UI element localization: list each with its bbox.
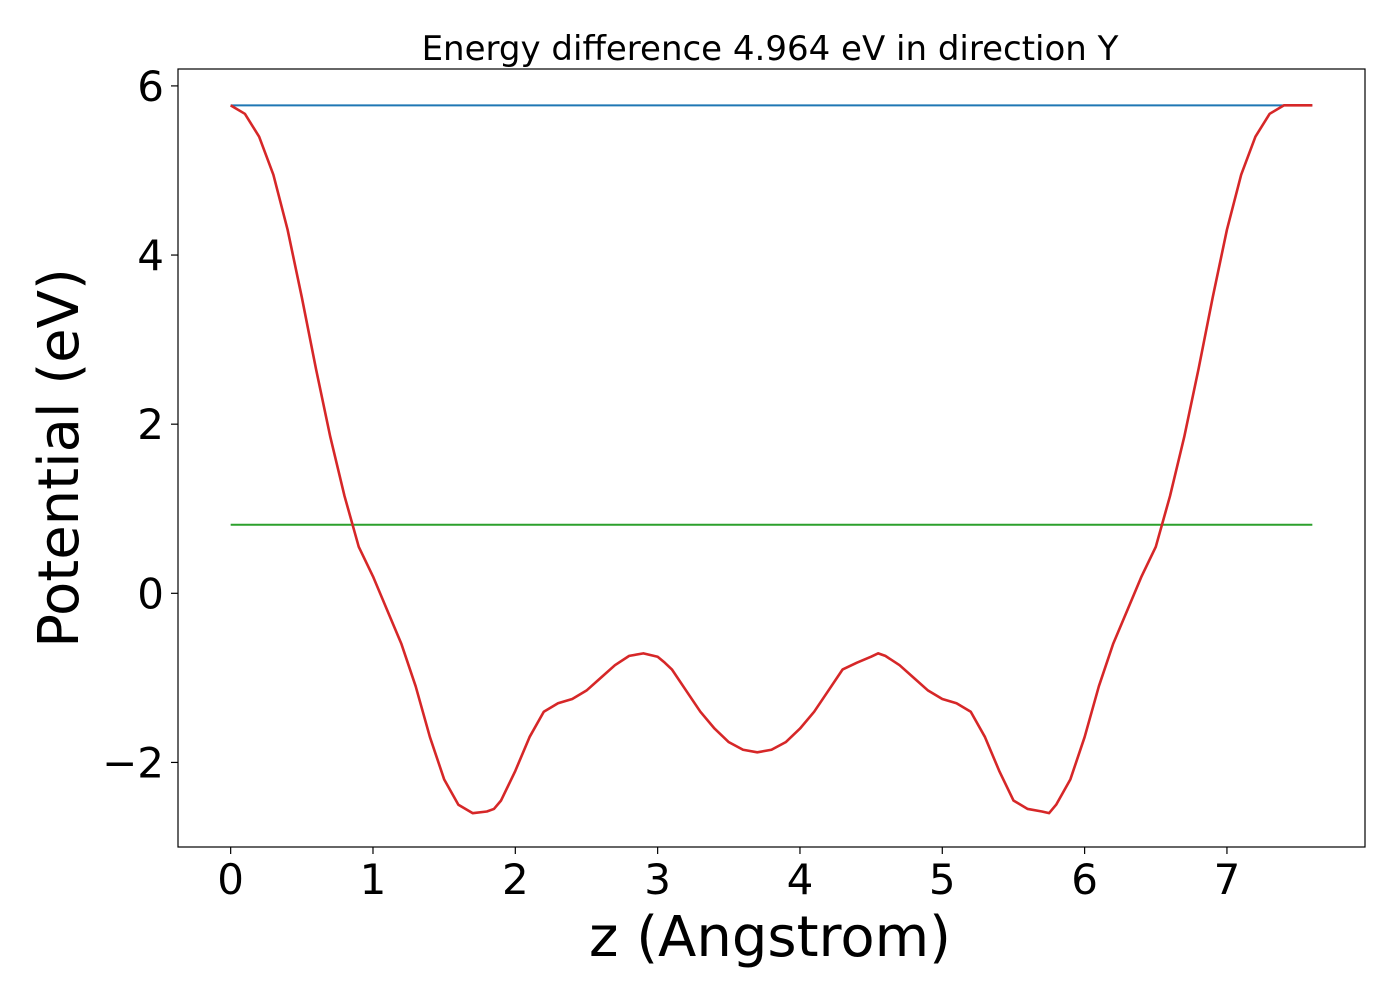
x-tick-label: 4: [787, 855, 814, 904]
x-tick-label: 1: [360, 855, 387, 904]
x-tick-label: 3: [644, 855, 671, 904]
y-tick-label: 4: [137, 231, 164, 280]
y-tick-label: 0: [137, 569, 164, 618]
x-tick-label: 7: [1214, 855, 1241, 904]
y-ticks: −2 0 2 4 6: [102, 62, 178, 787]
x-tick-label: 6: [1071, 855, 1098, 904]
series-line-0: [229, 104, 1313, 815]
series-layer: [229, 104, 1313, 815]
y-tick-label: −2: [102, 738, 164, 787]
x-axis-label: z (Angstrom): [589, 905, 951, 970]
x-tick-label: 0: [217, 855, 244, 904]
x-ticks: 0 1 2 3 4 5 6 7: [217, 847, 1240, 904]
x-tick-label: 2: [502, 855, 529, 904]
x-tick-label: 5: [929, 855, 956, 904]
y-tick-label: 2: [137, 400, 164, 449]
plot-frame: [177, 68, 1366, 848]
chart-title: Energy difference 4.964 eV in direction …: [422, 29, 1119, 69]
y-tick-label: 6: [137, 62, 164, 111]
y-axis-label: Potential (eV): [27, 268, 92, 648]
